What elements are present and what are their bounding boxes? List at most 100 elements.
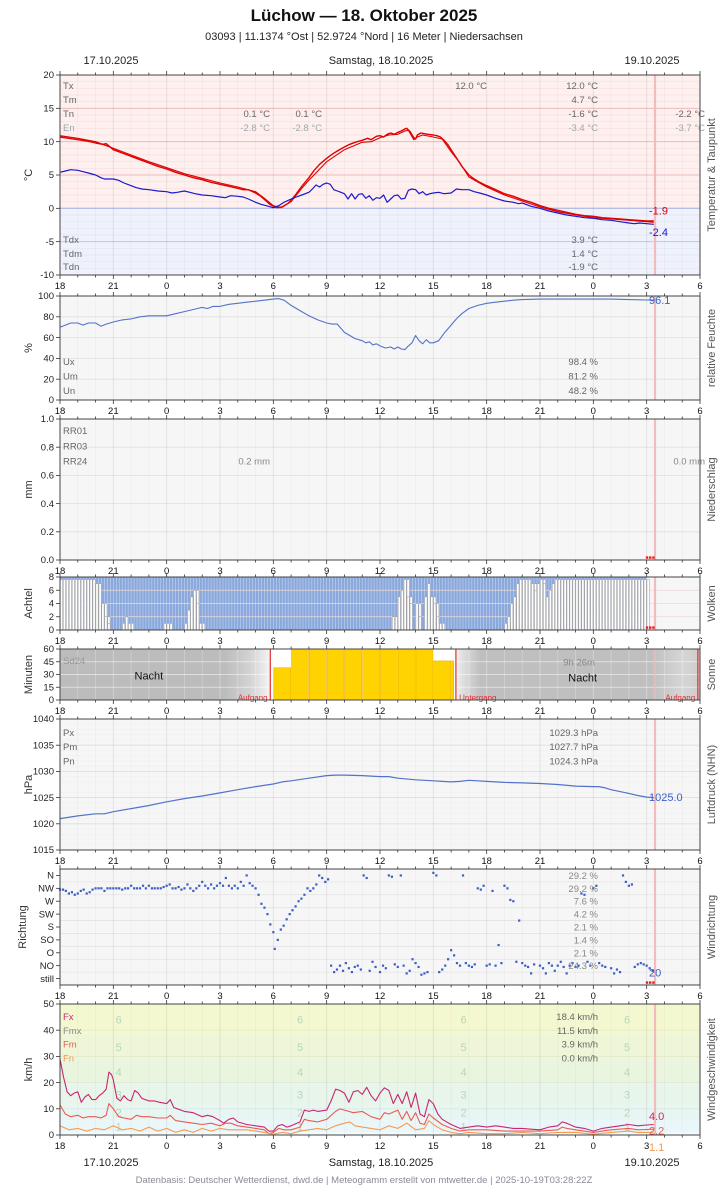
wind-direction-dot <box>64 889 67 893</box>
svg-text:3: 3 <box>644 281 649 292</box>
svg-text:Tx: Tx <box>63 81 74 92</box>
data-credit: Datenbasis: Deutscher Wetterdienst, dwd.… <box>135 1175 593 1186</box>
wind-direction-dot <box>124 887 127 890</box>
svg-text:18: 18 <box>481 636 492 647</box>
wind-direction-dot <box>633 965 636 969</box>
wind-direction-dot <box>233 884 236 887</box>
wind-direction-dot <box>446 958 450 961</box>
svg-text:4: 4 <box>49 599 54 610</box>
wind-direction-dot <box>651 969 654 972</box>
wind-direction-dot <box>396 965 399 969</box>
svg-text:1025.0: 1025.0 <box>649 792 683 804</box>
svg-text:0: 0 <box>591 281 596 292</box>
wind-direction-dot <box>530 972 533 975</box>
wind-direction-dot <box>103 889 106 893</box>
svg-text:1.4 %: 1.4 % <box>574 935 599 946</box>
wind-direction-dot <box>330 964 333 967</box>
svg-text:6: 6 <box>697 281 702 292</box>
wind-direction-dot <box>610 967 613 970</box>
wind-direction-dot <box>115 887 118 890</box>
wind-direction-dot <box>455 961 459 965</box>
svg-text:21: 21 <box>108 406 119 417</box>
svg-text:3: 3 <box>644 706 649 717</box>
wind-direction-dot <box>592 887 595 890</box>
svg-text:-2.4: -2.4 <box>649 227 668 239</box>
wind-direction-dot <box>276 938 279 941</box>
temperature-plot: Tx Tm Tn En 12.0 °C 12.0 °C 4.7 °C 0.1 °C 0.1 °C… <box>23 70 718 292</box>
recent-data-mark <box>652 556 655 559</box>
wind-direction-dot <box>405 972 408 975</box>
svg-text:15: 15 <box>428 1141 439 1152</box>
wind-direction-dot <box>521 961 524 965</box>
wind-direction-dot <box>393 963 396 966</box>
svg-text:0.8: 0.8 <box>41 442 54 453</box>
wind-direction-dot <box>324 880 327 883</box>
svg-text:18: 18 <box>481 406 492 417</box>
svg-text:18: 18 <box>481 281 492 292</box>
wind-direction-dot <box>618 971 622 974</box>
svg-text:Nacht: Nacht <box>568 673 597 685</box>
svg-text:0: 0 <box>591 1141 596 1152</box>
svg-text:3: 3 <box>460 1089 466 1101</box>
wind-direction-dot <box>435 874 438 877</box>
wind-direction-dot <box>553 969 556 972</box>
svg-text:0: 0 <box>591 706 596 717</box>
wind-direction-dot <box>604 965 607 969</box>
svg-text:20: 20 <box>43 374 54 385</box>
svg-text:18: 18 <box>55 1141 66 1152</box>
svg-text:15: 15 <box>428 856 439 867</box>
svg-text:81.2 %: 81.2 % <box>568 372 598 383</box>
svg-text:6: 6 <box>271 636 276 647</box>
svg-text:-1.9 °C: -1.9 °C <box>568 262 598 273</box>
wind-direction-dot <box>381 964 385 967</box>
humidity-chart: Ux 98.4 % Um 81.2 % Un 48.2 % 96.1 18 21 0 3 6 9 12 15… <box>23 291 718 417</box>
svg-text:2: 2 <box>116 1108 122 1120</box>
svg-text:30: 30 <box>43 1052 54 1063</box>
wind-direction-dot <box>598 961 601 965</box>
svg-text:Pn: Pn <box>63 757 75 768</box>
wind-direction-dot <box>338 964 342 967</box>
precipitation-chart: RR01 RR03 RR24 0.2 mm 0.0 mm 18 21 0 3 6 9 12 15 18 21… <box>23 414 718 577</box>
svg-text:9: 9 <box>324 856 329 867</box>
svg-text:RR01: RR01 <box>63 426 87 437</box>
svg-text:9: 9 <box>324 566 329 577</box>
recent-data-mark <box>649 626 652 629</box>
svg-text:En: En <box>63 123 75 134</box>
svg-text:18: 18 <box>481 991 492 1002</box>
svg-text:0: 0 <box>591 856 596 867</box>
recent-data-mark <box>645 556 649 559</box>
wind-direction-dot <box>556 964 559 967</box>
wind-direction-dot <box>97 887 100 890</box>
svg-text:5: 5 <box>624 1042 630 1054</box>
svg-text:6: 6 <box>271 706 276 717</box>
wind-direction-dot <box>387 874 390 877</box>
wind-direction-dot <box>479 888 482 891</box>
svg-text:6: 6 <box>697 636 702 647</box>
wind-direction-dot <box>162 885 165 889</box>
wind-direction-dot <box>344 961 347 965</box>
wind-direction-dot <box>356 964 359 967</box>
svg-text:3: 3 <box>644 636 649 647</box>
svg-text:0: 0 <box>164 1141 169 1152</box>
wind-direction-dot <box>91 888 94 891</box>
svg-text:0: 0 <box>164 636 169 647</box>
svg-text:-1.9: -1.9 <box>649 206 668 218</box>
svg-text:15: 15 <box>43 682 54 693</box>
svg-text:Aufgang: Aufgang <box>665 693 695 702</box>
wind-direction-dot <box>586 960 589 963</box>
wind-direction-dot <box>515 960 518 963</box>
svg-text:3: 3 <box>217 1141 222 1152</box>
wind-direction-dot <box>414 961 417 965</box>
page-title: Lüchow — 18. Oktober 2025 <box>250 6 478 25</box>
wind-direction-dot <box>365 876 368 880</box>
wind-direction-dot <box>621 874 625 877</box>
wind-direction-dot <box>135 887 139 890</box>
wind-direction-dot <box>201 880 204 883</box>
svg-text:15: 15 <box>428 706 439 717</box>
wind-direction-dot <box>230 887 234 890</box>
svg-text:3: 3 <box>644 991 649 1002</box>
svg-text:3: 3 <box>644 566 649 577</box>
svg-text:0: 0 <box>49 204 54 215</box>
svg-text:30: 30 <box>43 670 54 681</box>
